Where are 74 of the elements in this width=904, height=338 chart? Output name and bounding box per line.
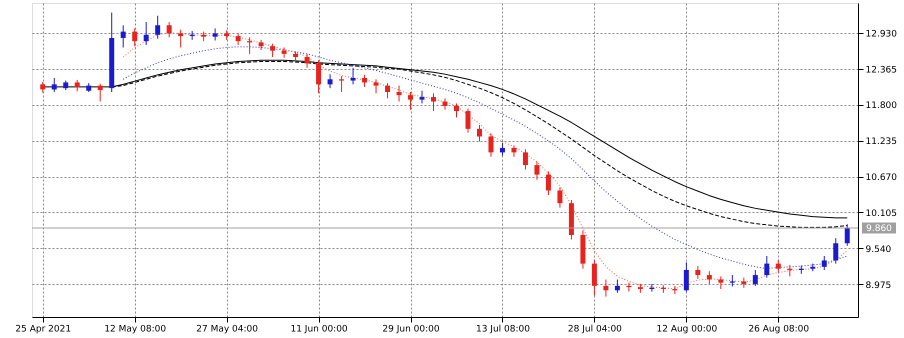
candlestick: [98, 83, 103, 102]
candlestick: [282, 46, 287, 58]
x-tick-label: 13 Jul 08:00: [476, 324, 530, 334]
candlestick: [752, 269, 758, 286]
y-tick-label: 9.540: [866, 244, 892, 255]
candlestick: [74, 79, 80, 92]
candlestick: [454, 102, 459, 118]
candlestick: [144, 22, 149, 46]
candlestick: [534, 161, 540, 180]
candlestick: [52, 78, 57, 92]
candlestick: [684, 262, 689, 292]
x-tick-label: 25 Apr 2021: [15, 324, 72, 334]
candlestick: [706, 270, 712, 284]
candlestick: [500, 142, 505, 156]
candlestick: [822, 255, 827, 270]
candlestick: [178, 29, 184, 48]
candlestick: [236, 32, 241, 46]
x-tick-label: 12 Aug 00:00: [656, 324, 718, 334]
candlestick: [120, 24, 126, 48]
candlestick: [408, 91, 414, 110]
candlestick: [63, 80, 68, 91]
candlestick: [776, 259, 781, 274]
y-tick-label: 12.365: [866, 65, 897, 76]
candlestick: [844, 224, 850, 246]
candlestick: [511, 144, 516, 158]
y-tick-label: 11.235: [866, 137, 897, 148]
candlestick: [546, 170, 551, 196]
x-tick-label: 28 Jul 04:00: [568, 324, 622, 334]
candlestick: [374, 78, 379, 94]
candlestick: [557, 186, 562, 208]
x-tick-label: 27 May 04:00: [196, 324, 258, 334]
x-tick-label: 11 Jun 00:00: [290, 324, 348, 334]
candlestick: [442, 98, 448, 110]
ref-line-label: 9.860: [866, 224, 892, 234]
x-tick-label: 29 Jun 00:00: [382, 324, 440, 334]
candlestick: [212, 28, 218, 41]
candlestick: [40, 81, 46, 94]
candlestick: [764, 255, 770, 278]
candlestick: [293, 50, 298, 62]
candlestick: [718, 276, 724, 290]
candlestick: [385, 82, 390, 99]
candlestick: [166, 22, 172, 38]
candlestick: [247, 36, 252, 54]
candlestick: [522, 148, 528, 170]
candlestick: [465, 108, 470, 134]
candlestick: [328, 74, 333, 89]
x-tick-label: 12 May 08:00: [104, 324, 166, 334]
candlestick: [592, 259, 597, 296]
y-tick-label: 11.800: [866, 101, 898, 112]
y-tick-label: 8.975: [866, 280, 892, 291]
candlestick: [316, 60, 322, 94]
y-tick-label: 10.670: [866, 173, 898, 184]
candlestick: [431, 92, 436, 112]
candlestick: [787, 264, 792, 277]
candlestick: [396, 85, 402, 102]
candlestick: [224, 30, 230, 40]
candlestick: [304, 53, 310, 68]
candlestick: [350, 67, 356, 85]
candlestick: [155, 15, 160, 40]
y-tick-label: 10.105: [866, 208, 897, 219]
candlestick: [362, 74, 368, 88]
candlestick: [270, 43, 276, 58]
y-tick-label: 12.930: [866, 29, 898, 40]
candlestick: [476, 124, 482, 142]
candlestick: [603, 279, 608, 298]
candlestick: [614, 279, 620, 294]
candlestick: [741, 277, 746, 288]
candlestick: [695, 266, 700, 280]
candlestick: [132, 28, 138, 47]
candlestick: [258, 39, 264, 51]
candlestick: [488, 132, 494, 158]
x-tick-label: 26 Aug 08:00: [748, 324, 810, 334]
candlestick: [420, 90, 425, 104]
candlestick: [833, 238, 838, 264]
